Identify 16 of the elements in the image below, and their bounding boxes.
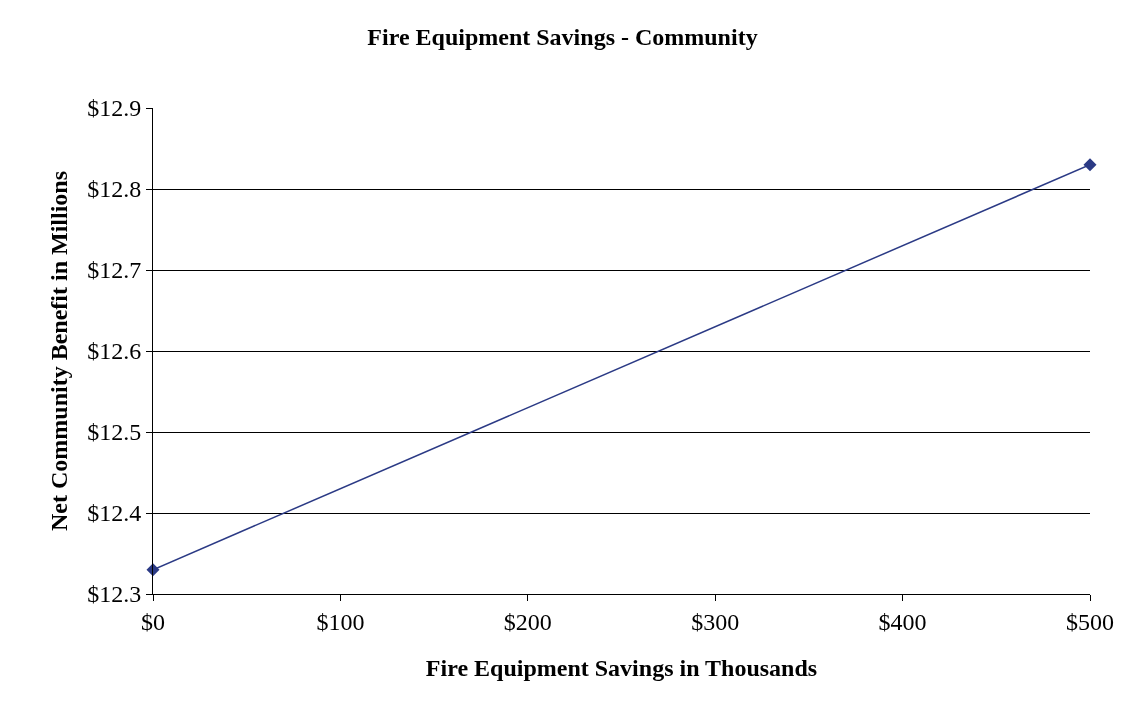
- chart-title: Fire Equipment Savings - Community: [367, 24, 758, 51]
- y-tick-label: $12.6: [87, 338, 142, 365]
- x-tick-label: $200: [503, 608, 552, 635]
- y-tick-label: $12.3: [87, 581, 142, 608]
- y-axis-title: Net Community Benefit in Millions: [46, 171, 73, 531]
- x-tick-label: $500: [1066, 608, 1114, 635]
- x-tick-label: $0: [141, 608, 165, 635]
- y-tick-label: $12.9: [87, 95, 142, 122]
- y-tick-label: $12.5: [87, 419, 142, 446]
- x-tick-label: $300: [691, 608, 740, 635]
- x-tick-label: $100: [316, 608, 365, 635]
- x-tick-label: $400: [878, 608, 927, 635]
- y-tick-label: $12.8: [87, 176, 142, 203]
- y-tick-label: $12.4: [87, 500, 142, 527]
- y-tick-label: $12.7: [87, 257, 142, 284]
- x-axis-title: Fire Equipment Savings in Thousands: [425, 655, 818, 682]
